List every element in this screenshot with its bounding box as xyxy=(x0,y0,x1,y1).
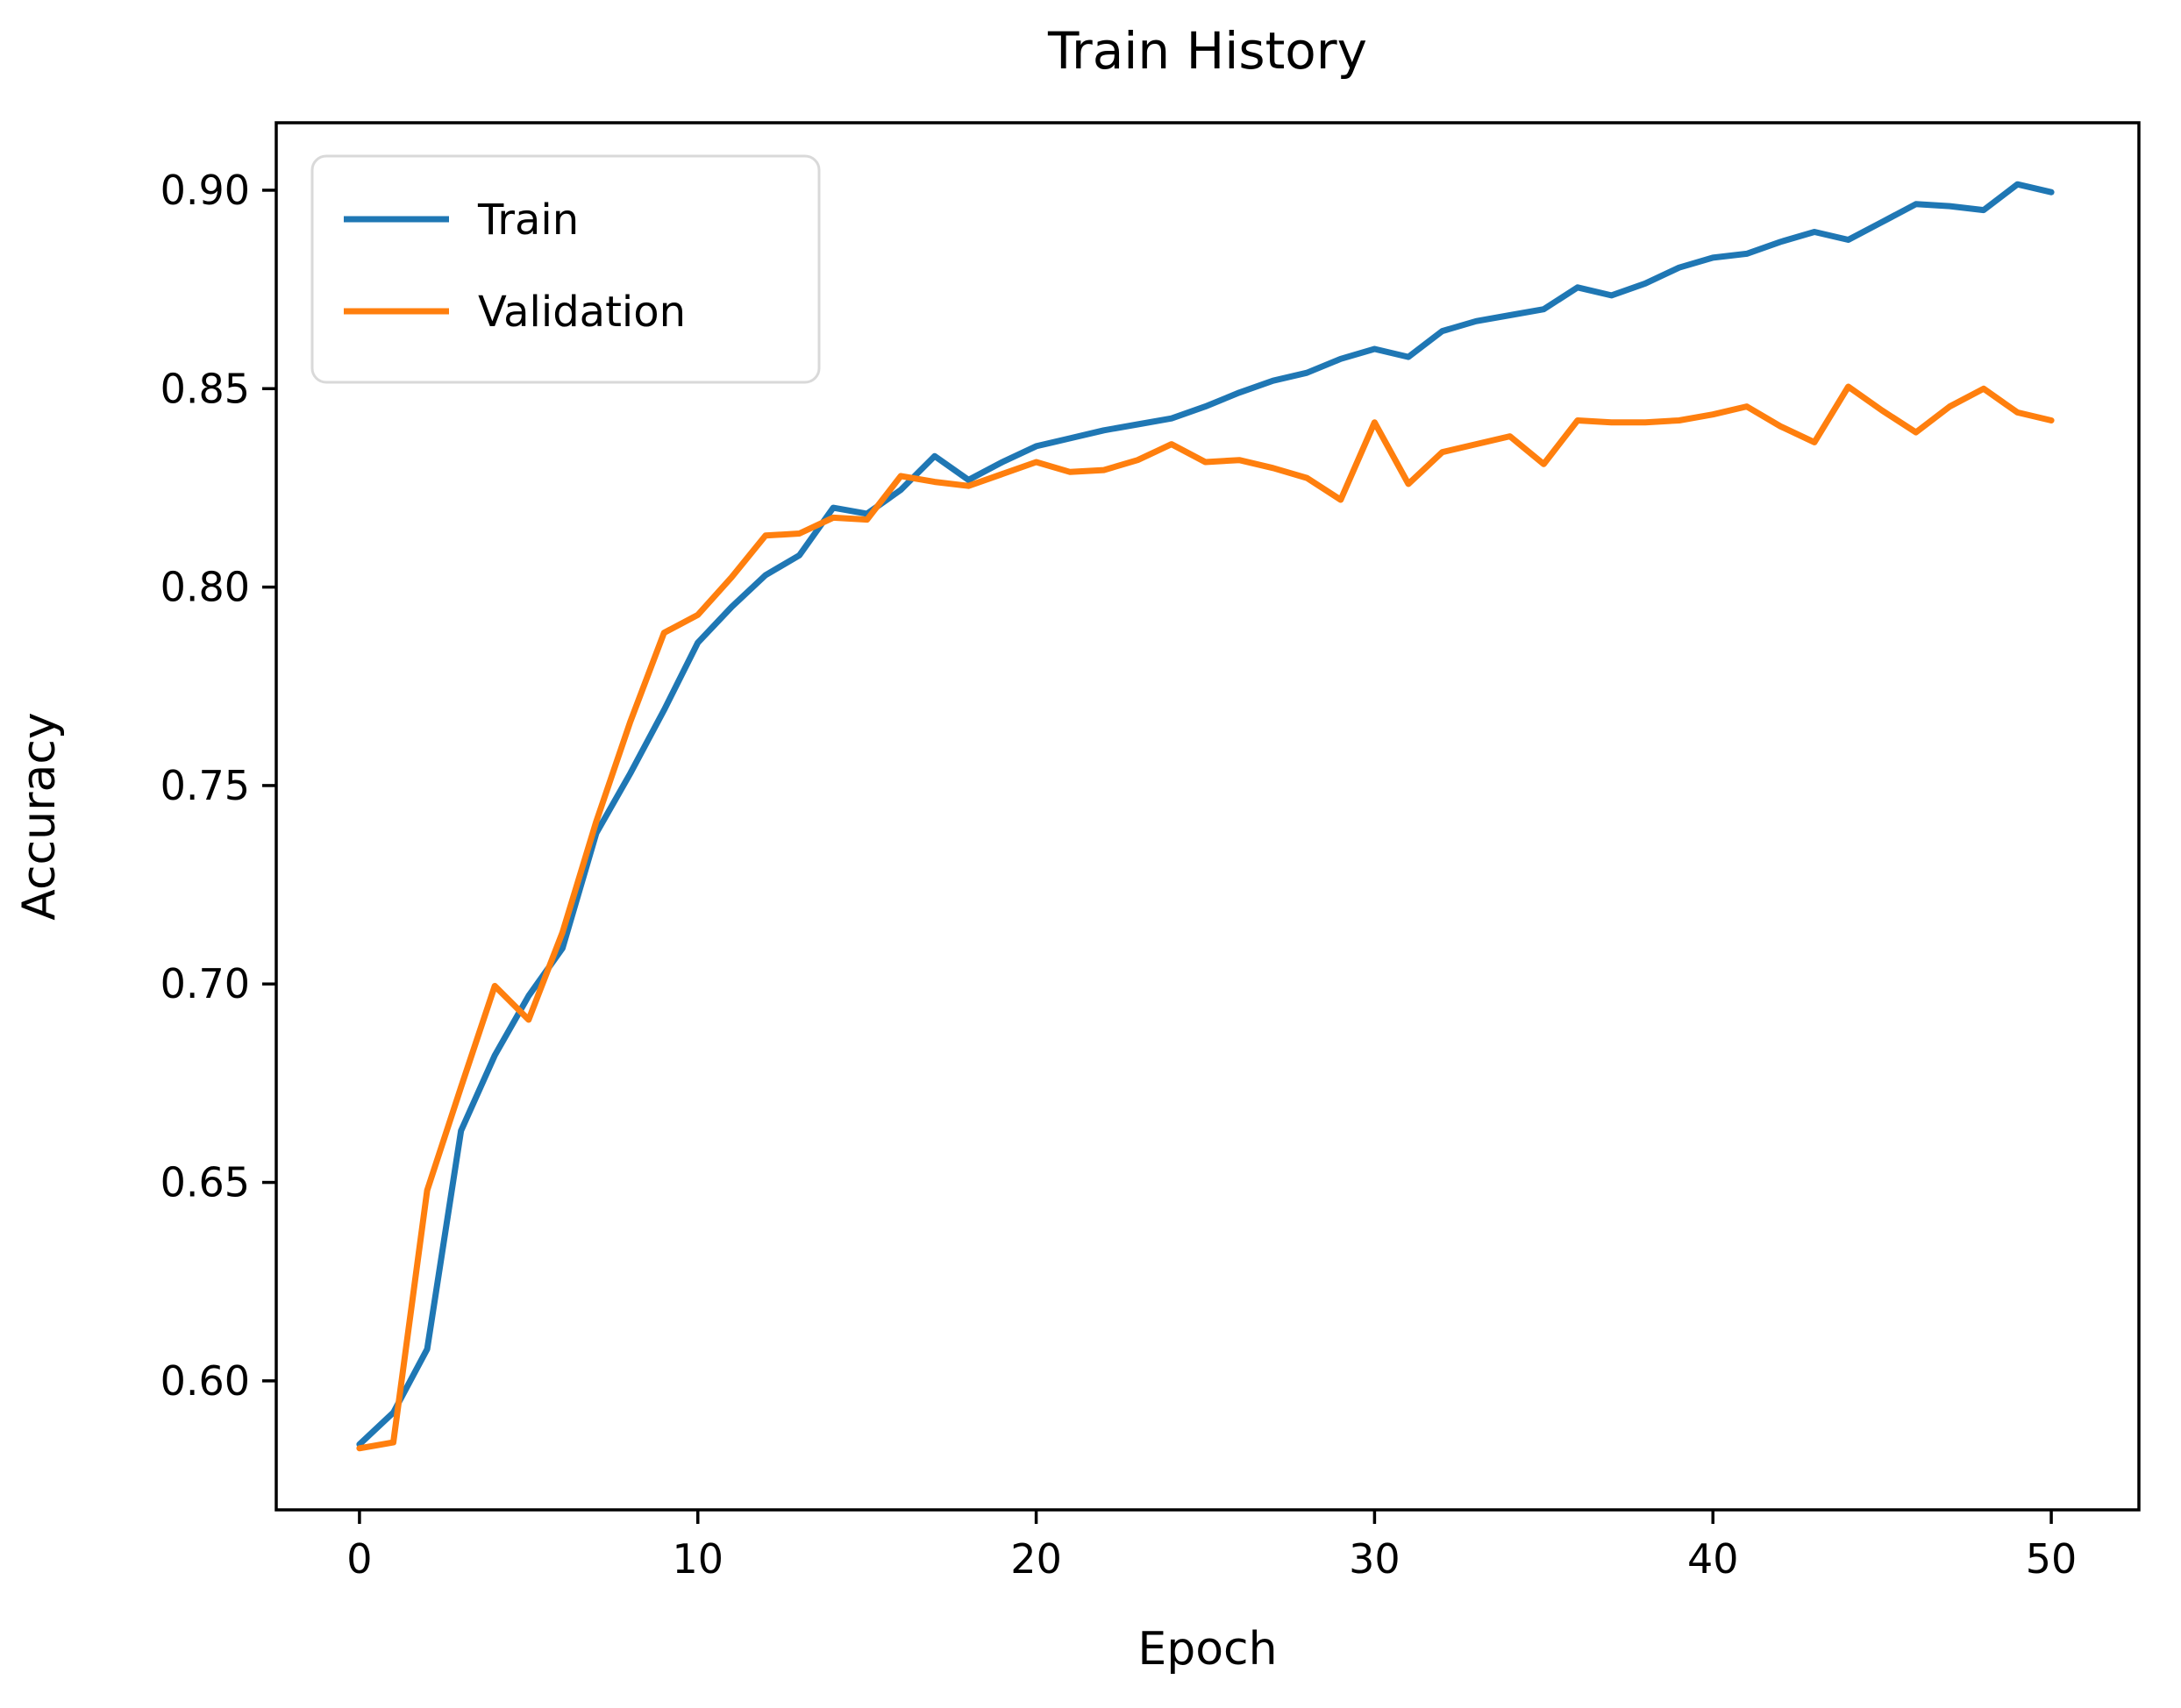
legend-entry-train: Train xyxy=(344,196,579,245)
y-axis-ticks: 0.60 0.65 0.70 0.75 0.80 0.85 0.90 xyxy=(160,167,276,1405)
legend-label-validation: Validation xyxy=(478,288,686,337)
x-tick-label: 10 xyxy=(672,1535,723,1583)
legend-box xyxy=(310,154,821,384)
y-tick-label: 0.70 xyxy=(160,960,250,1007)
series-line-validation xyxy=(356,383,2055,1452)
series-line-train xyxy=(356,181,2055,1448)
legend: Train Validation xyxy=(310,154,821,384)
x-tick-label: 0 xyxy=(346,1535,372,1583)
legend-entry-validation: Validation xyxy=(344,288,686,337)
y-axis-label: Accuracy xyxy=(13,712,66,920)
x-tick-label: 30 xyxy=(1349,1535,1401,1583)
plot-border xyxy=(274,121,2141,1512)
y-tick-label: 0.80 xyxy=(160,564,250,611)
plot-series xyxy=(356,181,2055,1452)
legend-label-train: Train xyxy=(477,196,579,245)
y-tick-label: 0.60 xyxy=(160,1357,250,1405)
y-tick-label: 0.85 xyxy=(160,365,250,412)
y-tick-label: 0.90 xyxy=(160,167,250,214)
x-tick-label: 40 xyxy=(1687,1535,1739,1583)
x-axis-ticks: 0 10 20 30 40 50 xyxy=(346,1510,2077,1583)
x-tick-label: 20 xyxy=(1010,1535,1062,1583)
chart-title: Train History xyxy=(1047,21,1367,81)
x-axis-label: Epoch xyxy=(1137,1623,1277,1676)
y-tick-label: 0.65 xyxy=(160,1159,250,1206)
x-tick-label: 50 xyxy=(2026,1535,2078,1583)
y-tick-label: 0.75 xyxy=(160,762,250,809)
